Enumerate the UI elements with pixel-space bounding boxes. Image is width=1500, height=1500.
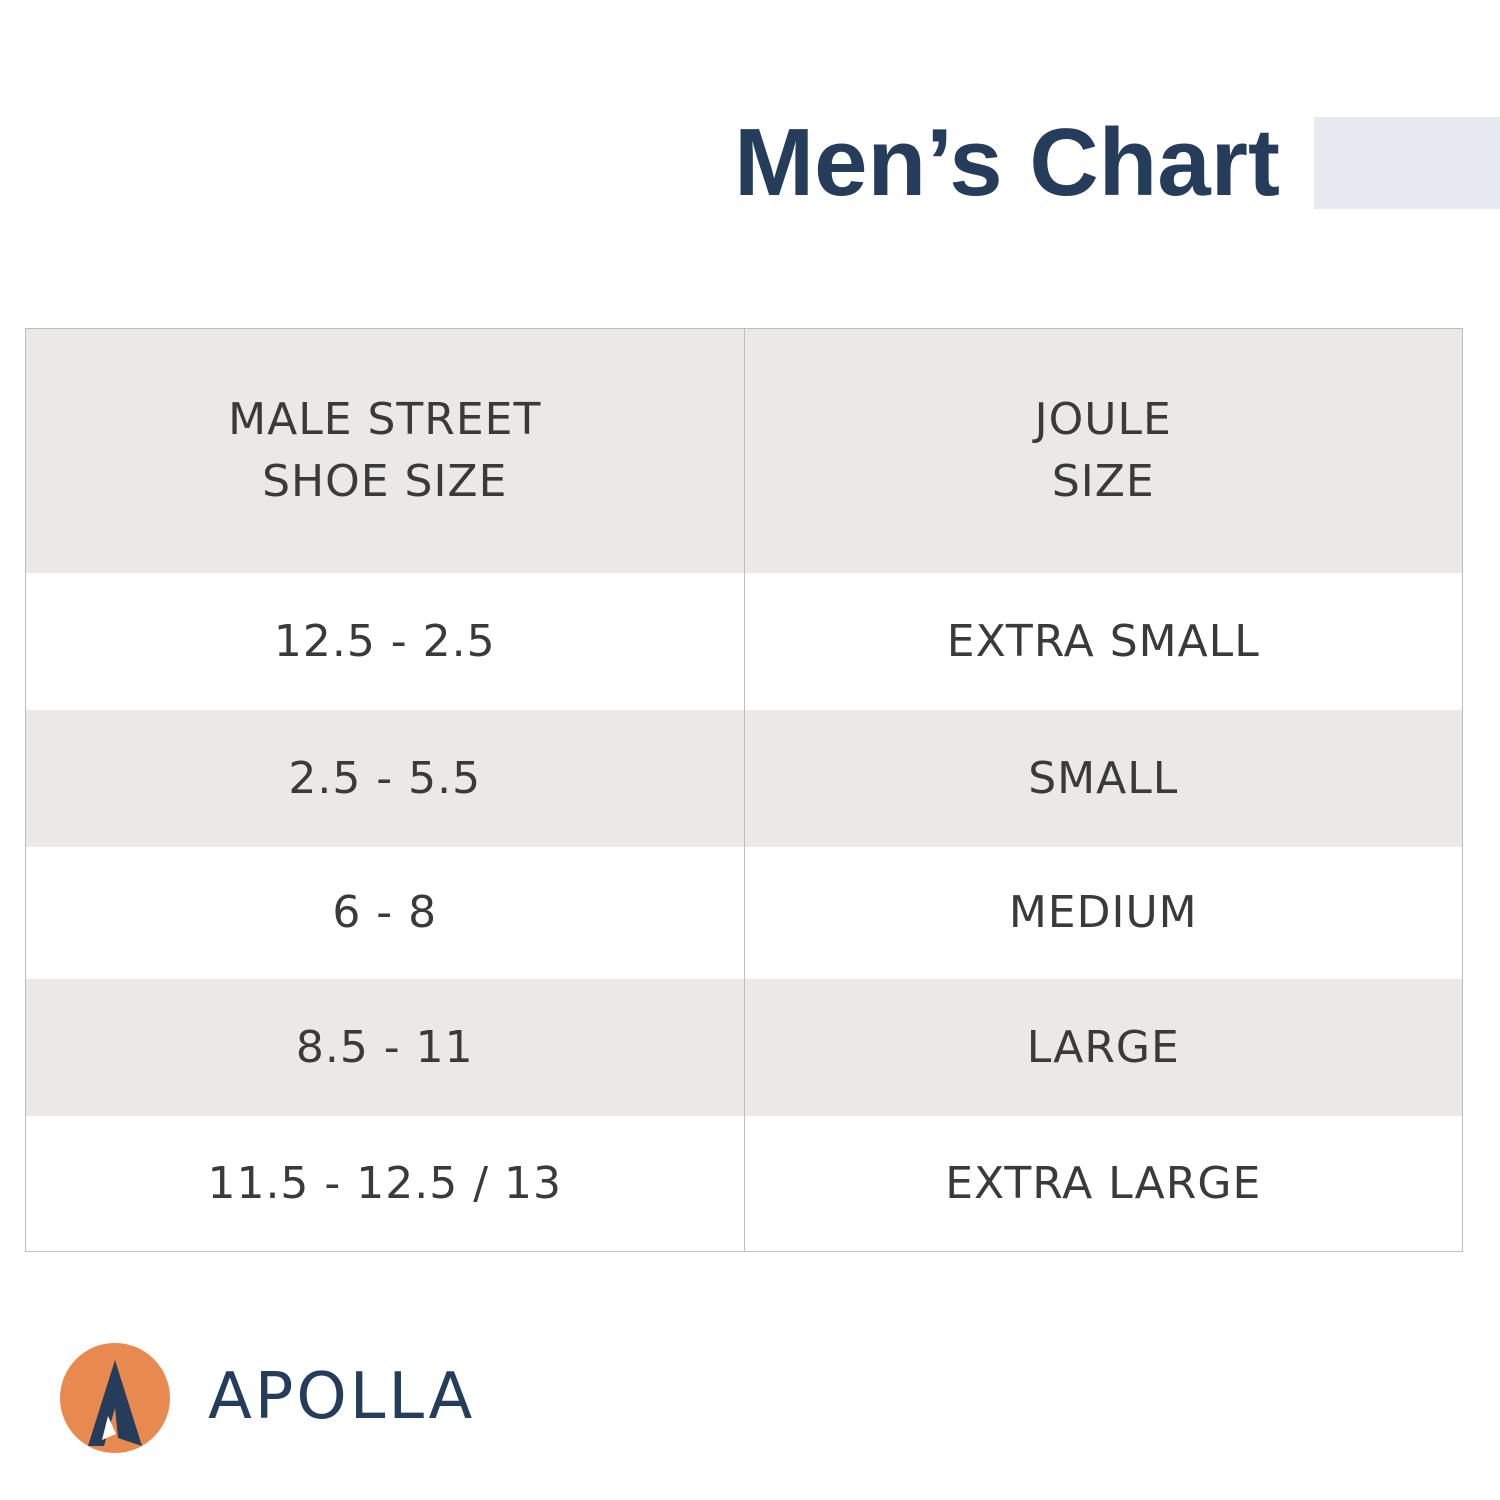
table-row: 6 - 8 MEDIUM: [26, 847, 1462, 979]
size-table: MALE STREET SHOE SIZE JOULE SIZE 12.5 - 2.5 E…: [25, 328, 1463, 1252]
header-line: JOULE: [1034, 394, 1172, 445]
table-cell: LARGE: [1026, 1021, 1180, 1073]
table-row: 8.5 - 11 LARGE: [26, 979, 1462, 1116]
table-row: 12.5 - 2.5 EXTRA SMALL: [26, 573, 1462, 710]
table-cell: 8.5 - 11: [26, 979, 745, 1116]
table-cell: MEDIUM: [1008, 887, 1198, 938]
table-cell: EXTRA LARGE: [945, 1157, 1262, 1209]
table-cell: 2.5 - 5.5: [26, 710, 745, 847]
table-cell: SMALL: [1028, 752, 1179, 804]
table-cell: 6 - 8: [26, 847, 745, 979]
header-row: MALE STREET SHOE SIZE JOULE SIZE: [26, 329, 1462, 573]
table-cell: 11.5 - 12.5 / 13: [26, 1116, 745, 1251]
header-cell: JOULE SIZE: [745, 329, 1463, 573]
decor-box: [1314, 117, 1500, 209]
table-cell: 12.5 - 2.5: [26, 573, 745, 710]
table-row: 11.5 - 12.5 / 13 EXTRA LARGE: [26, 1116, 1462, 1251]
logo-text: APOLLA: [208, 1360, 476, 1434]
header-cell: MALE STREET SHOE SIZE: [26, 329, 745, 573]
logo-icon: [60, 1343, 170, 1453]
header-line: SIZE: [1051, 456, 1155, 507]
table-cell: EXTRA SMALL: [946, 615, 1260, 667]
table-row: 2.5 - 5.5 SMALL: [26, 710, 1462, 847]
header-line: SHOE SIZE: [262, 456, 508, 507]
header-line: MALE STREET: [228, 394, 542, 445]
title: Men’s Chart: [734, 109, 1280, 216]
